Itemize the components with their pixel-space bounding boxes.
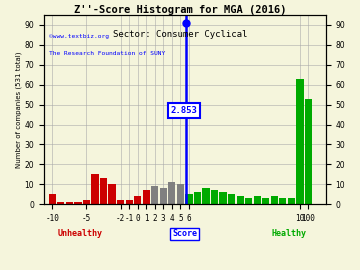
Bar	[74, 202, 81, 204]
Bar	[202, 188, 210, 204]
Bar	[245, 198, 252, 204]
Bar	[126, 200, 133, 204]
Text: Score: Score	[172, 229, 197, 238]
Bar	[117, 200, 124, 204]
Bar	[288, 198, 295, 204]
Bar	[143, 190, 150, 204]
Bar	[262, 198, 269, 204]
Bar	[91, 174, 99, 204]
Bar	[220, 192, 227, 204]
Bar	[211, 190, 218, 204]
Text: Unhealthy: Unhealthy	[58, 229, 103, 238]
Bar	[168, 182, 175, 204]
Bar	[305, 99, 312, 204]
Bar	[108, 184, 116, 204]
Text: Sector: Consumer Cyclical: Sector: Consumer Cyclical	[113, 30, 247, 39]
Bar	[185, 194, 193, 204]
Bar	[66, 202, 73, 204]
Bar	[228, 194, 235, 204]
Bar	[237, 196, 244, 204]
Bar	[271, 196, 278, 204]
Text: The Research Foundation of SUNY: The Research Foundation of SUNY	[49, 51, 166, 56]
Bar	[100, 178, 107, 204]
Bar	[279, 198, 287, 204]
Bar	[177, 184, 184, 204]
Bar	[194, 192, 201, 204]
Text: Z''-Score Histogram for MGA (2016): Z''-Score Histogram for MGA (2016)	[74, 5, 286, 15]
Text: 2.853: 2.853	[170, 106, 197, 115]
Bar	[83, 200, 90, 204]
Bar	[49, 194, 56, 204]
Bar	[134, 196, 141, 204]
Bar	[151, 186, 158, 204]
Bar	[296, 79, 303, 204]
Bar	[57, 202, 64, 204]
Text: Healthy: Healthy	[271, 229, 306, 238]
Bar	[253, 196, 261, 204]
Y-axis label: Number of companies (531 total): Number of companies (531 total)	[15, 51, 22, 168]
Bar	[160, 188, 167, 204]
Text: ©www.textbiz.org: ©www.textbiz.org	[49, 34, 109, 39]
